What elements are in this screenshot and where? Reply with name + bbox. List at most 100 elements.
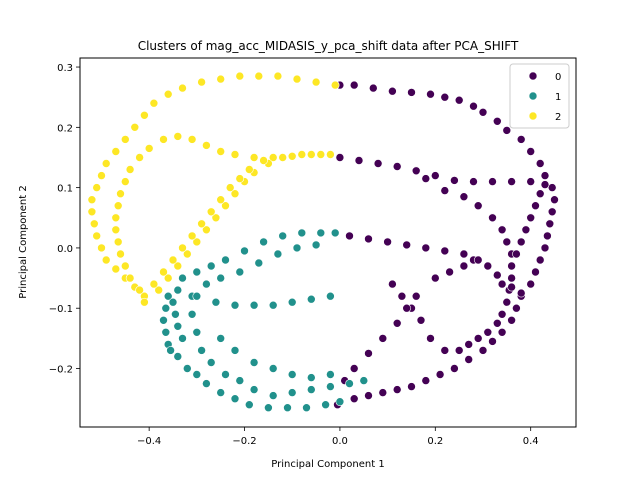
data-point-cluster-0: [488, 337, 497, 346]
data-point-cluster-2: [178, 83, 187, 93]
data-point-cluster-0: [450, 364, 459, 373]
data-point-cluster-1: [211, 297, 221, 307]
data-point-cluster-2: [130, 123, 140, 132]
data-point-cluster-0: [540, 180, 550, 189]
data-point-cluster-1: [230, 300, 240, 310]
data-point-cluster-0: [507, 282, 516, 292]
data-point-cluster-2: [111, 213, 121, 223]
data-point-cluster-2: [211, 213, 221, 223]
data-point-cluster-2: [235, 174, 245, 183]
data-point-cluster-0: [435, 370, 445, 379]
data-point-cluster-2: [116, 249, 125, 259]
data-point-cluster-0: [388, 279, 397, 289]
data-point-cluster-2: [90, 219, 99, 229]
data-point-cluster-0: [421, 174, 431, 183]
data-point-cluster-2: [121, 261, 130, 271]
data-point-cluster-0: [492, 270, 502, 280]
data-point-cluster-0: [507, 177, 516, 186]
data-point-cluster-1: [163, 291, 173, 301]
data-point-cluster-0: [407, 88, 416, 97]
data-point-cluster-0: [473, 255, 483, 265]
data-point-cluster-2: [125, 165, 135, 174]
data-point-cluster-1: [173, 321, 183, 331]
data-point-cluster-1: [178, 334, 187, 343]
data-point-cluster-2: [87, 195, 97, 204]
data-point-cluster-1: [249, 300, 259, 310]
data-point-cluster-2: [154, 285, 163, 295]
x-axis-ticks: −0.4 −0.2 0.0 0.2 0.4: [137, 427, 539, 447]
data-point-cluster-0: [488, 177, 497, 186]
data-point-cluster-2: [135, 285, 144, 295]
data-point-cluster-1: [192, 327, 202, 337]
data-point-cluster-2: [216, 195, 225, 204]
data-point-cluster-1: [161, 327, 171, 337]
data-point-cluster-2: [111, 264, 121, 274]
data-point-cluster-0: [426, 89, 435, 99]
data-point-cluster-0: [430, 171, 440, 180]
data-point-cluster-2: [111, 147, 121, 156]
data-point-cluster-1: [161, 303, 171, 313]
data-point-cluster-1: [168, 297, 178, 307]
data-point-cluster-2: [216, 74, 225, 84]
data-point-cluster-2: [330, 80, 340, 90]
data-point-cluster-0: [512, 303, 521, 313]
data-point-cluster-0: [349, 80, 359, 90]
data-point-cluster-0: [469, 101, 478, 111]
legend-label-2: 2: [555, 112, 561, 123]
data-point-cluster-0: [459, 261, 469, 271]
data-point-cluster-2: [125, 273, 135, 283]
data-point-cluster-2: [235, 71, 245, 81]
data-point-cluster-0: [540, 243, 550, 253]
y-tick-label: 0.3: [57, 63, 73, 74]
data-point-cluster-0: [531, 267, 540, 277]
data-point-cluster-1: [278, 231, 288, 241]
data-point-cluster-2: [316, 150, 326, 159]
data-point-cluster-1: [159, 315, 168, 325]
data-point-cluster-0: [349, 394, 359, 404]
data-point-cluster-0: [535, 255, 545, 265]
data-point-cluster-0: [445, 267, 454, 277]
data-point-cluster-1: [206, 261, 216, 271]
data-point-cluster-1: [166, 346, 175, 355]
data-point-cluster-2: [101, 255, 111, 265]
data-point-cluster-1: [326, 382, 335, 391]
data-point-cluster-0: [368, 83, 378, 93]
data-point-cluster-0: [540, 171, 550, 180]
data-point-cluster-1: [287, 388, 297, 397]
data-point-cluster-2: [173, 132, 183, 141]
data-point-cluster-1: [287, 297, 297, 307]
data-point-cluster-1: [254, 258, 264, 268]
data-point-cluster-2: [168, 255, 178, 265]
data-point-cluster-1: [306, 373, 316, 382]
data-point-cluster-0: [473, 334, 483, 343]
data-point-cluster-1: [235, 376, 245, 385]
data-point-cluster-1: [221, 255, 230, 265]
data-point-cluster-0: [492, 117, 502, 126]
data-point-cluster-2: [197, 77, 206, 87]
data-point-cluster-2: [113, 201, 123, 210]
data-point-cluster-2: [111, 225, 121, 235]
data-point-cluster-1: [311, 240, 321, 250]
data-point-cluster-0: [421, 376, 431, 385]
y-axis-label: Principal Component 2: [18, 185, 29, 298]
y-axis-ticks: −0.2 −0.1 0.0 0.1 0.2 0.3: [49, 63, 80, 376]
data-point-cluster-1: [268, 300, 278, 310]
legend: 0 1 2: [509, 63, 570, 129]
data-point-cluster-1: [240, 246, 249, 256]
data-point-cluster-0: [521, 225, 531, 235]
data-point-cluster-0: [388, 86, 397, 96]
data-point-cluster-2: [259, 156, 268, 165]
data-point-cluster-1: [221, 370, 230, 379]
x-tick-label: −0.4: [137, 436, 161, 447]
data-point-cluster-1: [202, 379, 211, 388]
data-point-cluster-0: [535, 159, 545, 168]
data-point-cluster-2: [278, 153, 288, 162]
data-point-cluster-1: [245, 400, 254, 410]
data-point-cluster-2: [183, 249, 192, 259]
data-point-cluster-0: [411, 166, 421, 176]
data-point-cluster-1: [297, 228, 307, 238]
data-point-cluster-2: [92, 183, 101, 192]
data-point-cluster-0: [411, 291, 421, 301]
data-point-cluster-2: [163, 89, 173, 99]
data-point-cluster-2: [245, 165, 254, 174]
